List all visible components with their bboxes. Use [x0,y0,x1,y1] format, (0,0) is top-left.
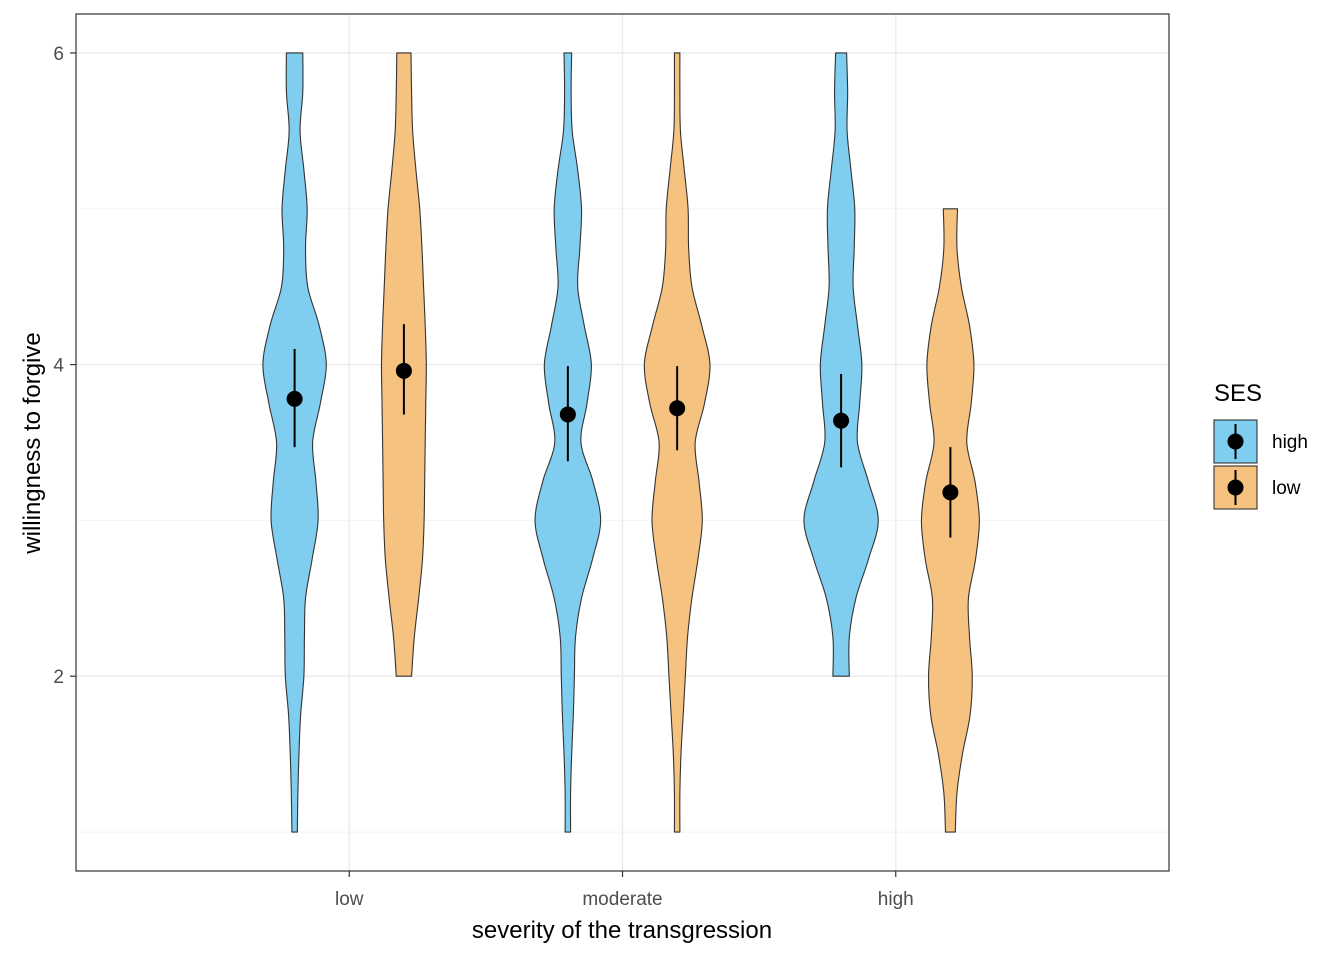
mean-markers [286,324,959,538]
mean-point-low-moderate [669,400,686,417]
legend-label-low: low [1272,478,1301,499]
legend: SES high low [1213,380,1308,510]
y-axis-title: willingness to forgive [19,332,46,554]
legend-key-point [1227,433,1244,450]
y-tick-label: 2 [53,667,64,688]
x-tick-label: low [335,889,364,910]
mean-point-low-high [942,484,959,501]
mean-point-high-moderate [559,406,576,423]
mean-point-high-low [286,390,303,407]
grid-lines [76,14,1169,871]
mean-point-low-low [395,362,412,379]
axes: 2 4 6 low moderate high [53,44,913,910]
y-tick-label: 6 [53,44,64,65]
mean-point-high-high [833,412,850,429]
x-tick-label: moderate [582,889,662,910]
legend-title: SES [1214,380,1262,407]
x-axis-title: severity of the transgression [472,917,772,944]
legend-key-point [1227,479,1244,496]
x-tick-label: high [878,889,914,910]
violin-high-high [803,52,879,677]
y-tick-label: 4 [53,356,64,377]
legend-label-high: high [1272,432,1308,453]
